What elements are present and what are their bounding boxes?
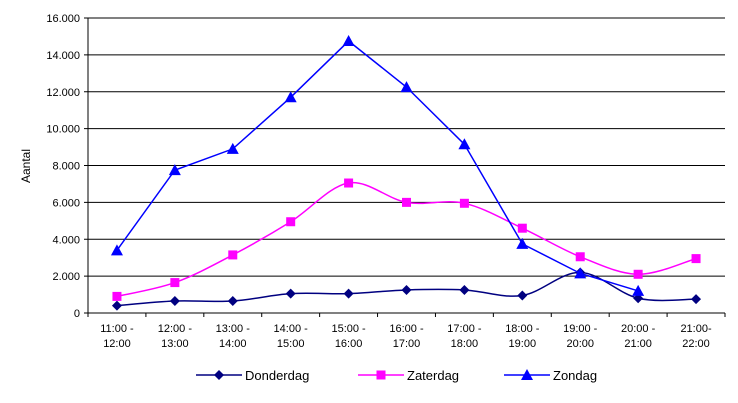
y-tick-label: 8.000 — [52, 161, 80, 173]
x-tick-label: 12:00 - 13:00 — [158, 323, 193, 350]
gridlines — [88, 17, 725, 277]
x-tick-label: 18:00 - 19:00 — [505, 323, 540, 350]
data-point — [517, 223, 527, 233]
legend-marker — [521, 369, 533, 380]
legend-label: Zaterdag — [407, 368, 459, 383]
data-point — [226, 142, 239, 154]
legend-item: Donderdag — [196, 368, 309, 383]
x-tick-label-line: 15:00 — [277, 338, 305, 350]
data-point — [633, 269, 643, 279]
y-axis-title: Aantal — [19, 149, 33, 183]
data-point — [459, 198, 469, 208]
x-tick-label-line: 19:00 - — [563, 323, 598, 335]
data-point — [111, 300, 122, 311]
legend-marker — [376, 370, 386, 380]
x-tick-label-line: 12:00 — [103, 338, 131, 350]
data-point — [458, 138, 471, 150]
data-point — [402, 197, 411, 207]
x-tick-label: 14:00 - 15:00 — [274, 323, 309, 350]
x-tick-label: 19:00 - 20:00 — [563, 323, 598, 350]
legend-label: Donderdag — [245, 368, 309, 383]
data-point — [575, 252, 585, 262]
x-tick-label-line: 13:00 — [161, 338, 189, 350]
axes — [84, 17, 726, 317]
data-point — [284, 91, 297, 103]
data-point — [168, 164, 181, 176]
y-tick-label: 16.000 — [46, 13, 80, 25]
data-point — [228, 250, 238, 260]
x-tick-label-line: 17:00 - — [447, 323, 482, 335]
x-tick-label: 17:00 - 18:00 — [447, 323, 482, 350]
legend-item: Zondag — [504, 368, 597, 383]
legend-item: Zaterdag — [358, 368, 459, 383]
legend-label: Zondag — [553, 368, 597, 383]
x-tick-label-line: 18:00 — [451, 338, 479, 350]
x-tick-label-line: 11:00 - — [100, 323, 134, 335]
data-point — [632, 284, 645, 296]
data-point — [169, 296, 180, 307]
x-tick-label-line: 21:00 — [624, 338, 652, 350]
series-zondag — [110, 35, 645, 296]
series-line — [116, 40, 639, 292]
data-point — [459, 284, 470, 295]
series-donderdag — [111, 267, 702, 311]
data-point — [343, 288, 354, 299]
data-point — [286, 217, 296, 227]
data-point — [285, 288, 296, 299]
legend: Donderdag Zaterdag Zondag — [196, 368, 597, 383]
y-tick-label: 10.000 — [46, 124, 80, 136]
x-tick-label: 16:00 - 17:00 — [389, 323, 424, 350]
data-point — [516, 237, 529, 249]
x-tick-label: 15:00 - 16:00 — [331, 323, 366, 350]
x-tick-label-line: 18:00 - — [505, 323, 540, 335]
x-tick-label-line: 21:00- — [680, 323, 712, 335]
x-tick-label-line: 19:00 — [509, 338, 537, 350]
x-tick-label-line: 20:00 - — [621, 323, 656, 335]
x-tick-label: 20:00 - 21:00 — [621, 323, 656, 350]
data-point — [342, 35, 355, 47]
x-tick-label-line: 12:00 - — [158, 323, 193, 335]
x-tick-label-line: 15:00 - — [331, 323, 366, 335]
tick-labels: 0 2.000 4.000 6.000 8.000 10.000 12.000 14.000 1… — [46, 13, 712, 350]
data-point — [400, 81, 413, 93]
legend-marker — [214, 370, 224, 380]
y-tick-label: 0 — [74, 308, 80, 320]
x-tick-label-line: 14:00 — [219, 338, 247, 350]
x-tick-label: 13:00 - 14:00 — [216, 323, 251, 350]
data-point — [574, 267, 587, 279]
y-tick-label: 4.000 — [52, 234, 80, 246]
y-tick-label: 6.000 — [52, 197, 80, 209]
data-point — [112, 291, 122, 301]
y-tick-label: 2.000 — [52, 271, 80, 283]
y-tick-label: 14.000 — [46, 50, 80, 62]
data-point — [517, 290, 528, 301]
x-tick-label-line: 17:00 — [393, 338, 421, 350]
x-tick-label-line: 14:00 - — [274, 323, 309, 335]
data-point — [691, 254, 701, 264]
data-point — [401, 284, 412, 295]
series-zaterdag — [112, 178, 701, 301]
series — [110, 35, 702, 311]
data-point — [691, 294, 702, 305]
x-tick-label: 11:00 - 12:00 — [100, 323, 134, 350]
y-tick-label: 12.000 — [46, 87, 80, 99]
data-point — [344, 178, 354, 188]
x-tick-label-line: 20:00 — [566, 338, 594, 350]
x-tick-label-line: 13:00 - — [216, 323, 251, 335]
x-tick-label-line: 16:00 — [335, 338, 363, 350]
x-tick-label: 21:00- 22:00 — [680, 323, 712, 350]
data-point — [227, 296, 238, 307]
data-point — [110, 244, 123, 256]
x-tick-label-line: 16:00 - — [389, 323, 424, 335]
data-point — [170, 278, 180, 288]
x-tick-label-line: 22:00 — [682, 338, 710, 350]
